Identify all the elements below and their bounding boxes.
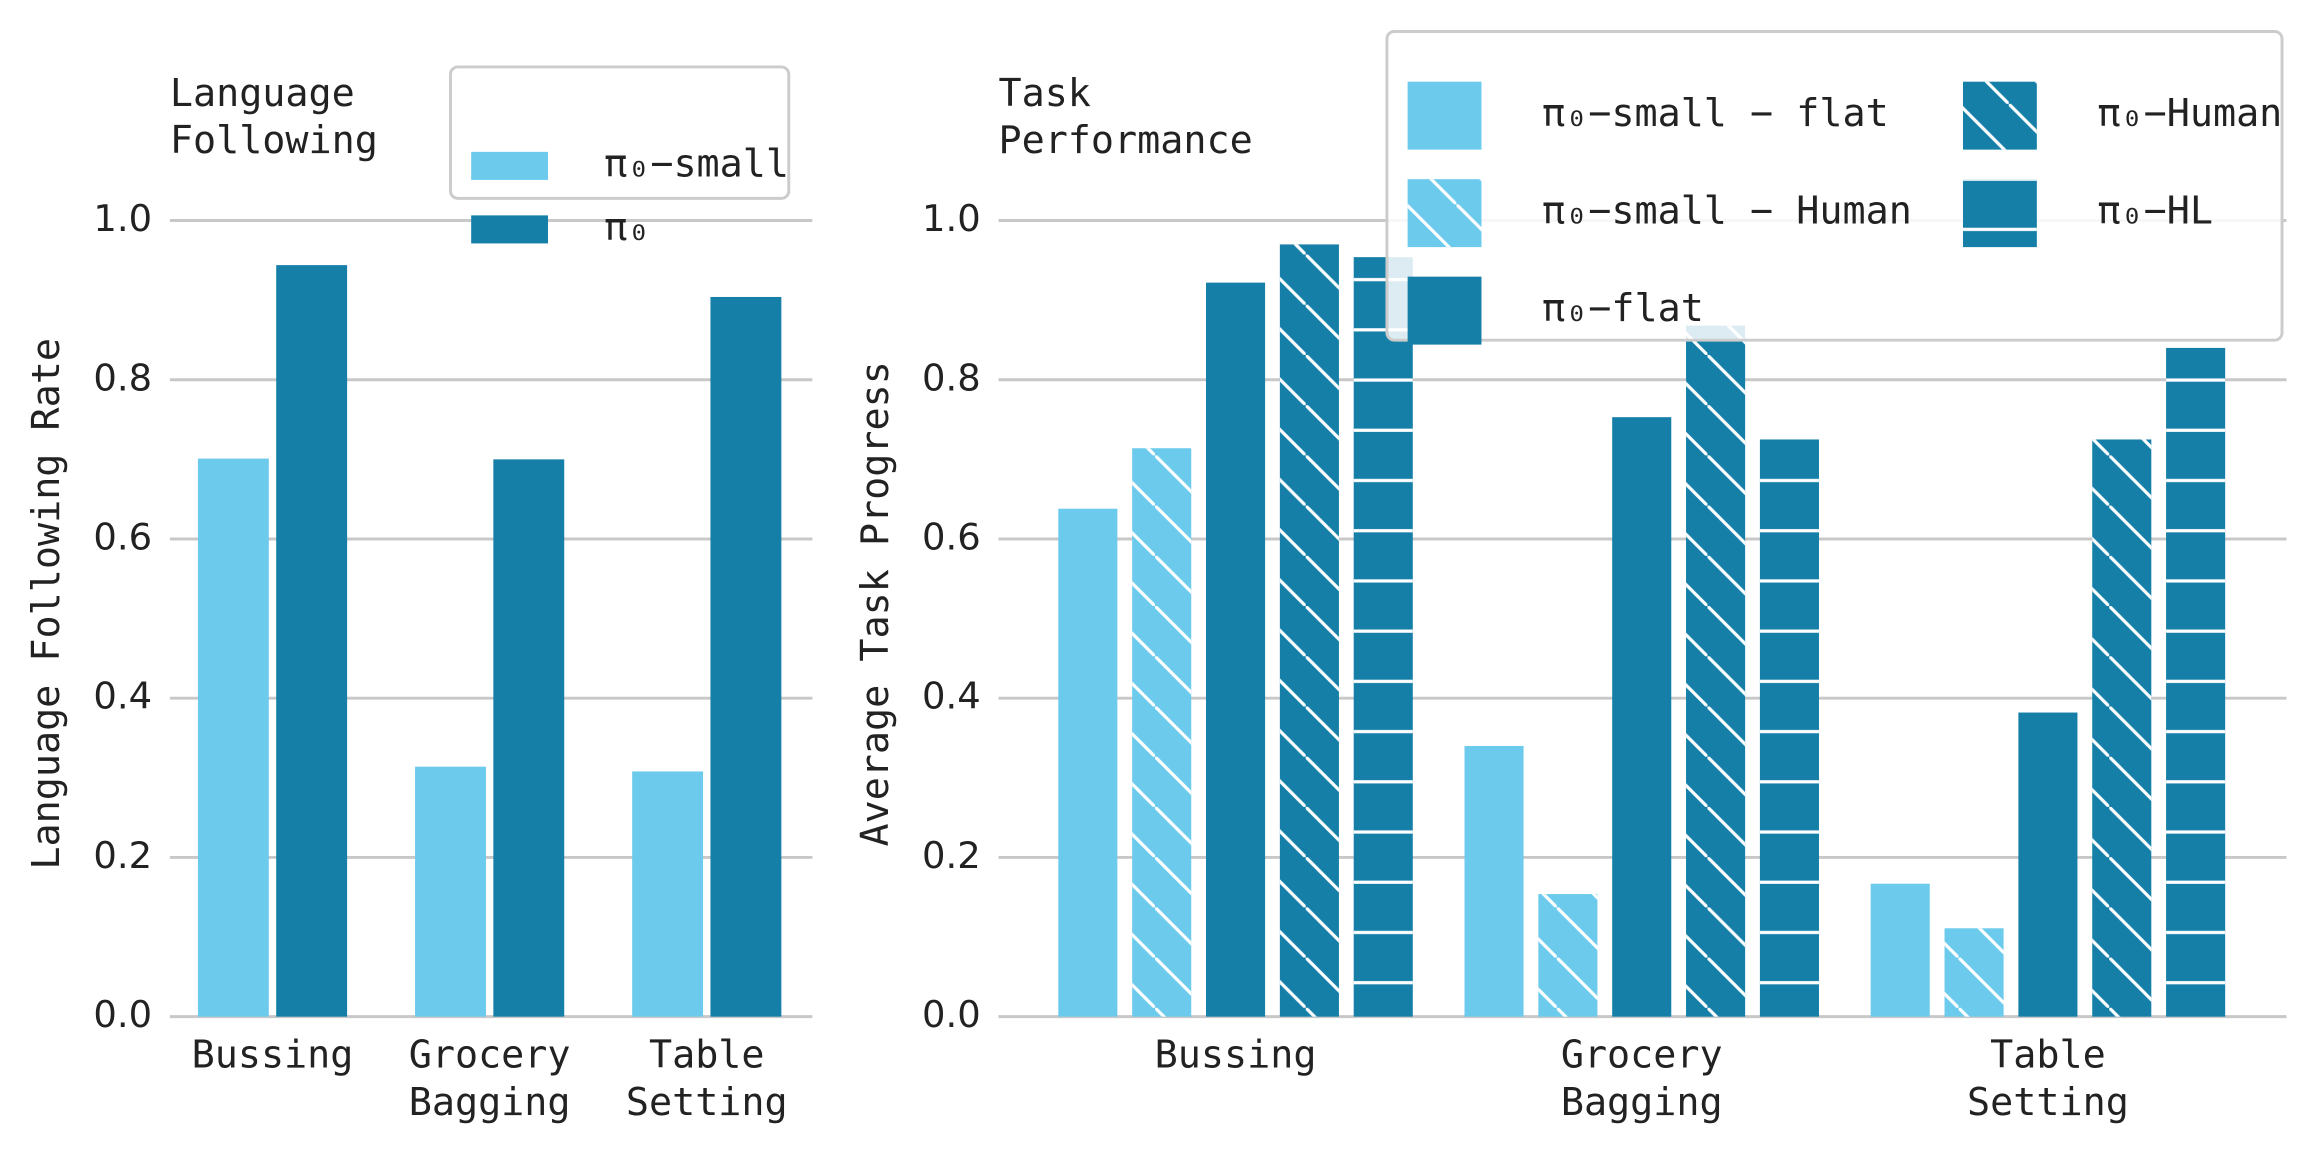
y-tick-label: 1.0 <box>922 197 981 240</box>
bar-hatch <box>1132 448 1192 1017</box>
bar <box>415 766 486 1017</box>
bar <box>197 458 269 1017</box>
bar <box>1612 417 1672 1017</box>
legend-label: π₀−small − flat <box>1542 91 1889 136</box>
y-tick-label: 0.6 <box>922 515 981 558</box>
x-tick-label: Bussing <box>1155 1032 1317 1077</box>
y-tick-label: 0.2 <box>93 834 152 877</box>
bar-hatch <box>1538 894 1598 1017</box>
bar <box>276 265 348 1017</box>
legend-swatch <box>471 215 548 244</box>
bar <box>710 296 782 1017</box>
y-tick-label: 0.8 <box>922 356 981 399</box>
bar-hatch <box>2092 439 2152 1017</box>
y-tick-label: 0.6 <box>93 515 152 558</box>
y-tick-label: 0.0 <box>922 993 981 1036</box>
bar <box>1870 883 1930 1017</box>
bar <box>632 771 704 1017</box>
bar <box>1206 282 1266 1017</box>
bar-hatch <box>1353 257 1413 1017</box>
legend-label: π₀−Human <box>2097 91 2282 136</box>
bar-hatch <box>1279 244 1339 1017</box>
bar-hatch <box>1944 928 2004 1017</box>
chart-title: Task Performance <box>998 70 1252 162</box>
bar <box>1058 508 1118 1017</box>
chart-title: Language Following <box>170 70 378 162</box>
legend-label: π₀−small − Human <box>1542 189 1912 234</box>
y-tick-label: 0.4 <box>922 675 981 718</box>
x-tick-label: Grocery Bagging <box>409 1032 571 1124</box>
legend-swatch <box>1407 276 1482 345</box>
bar <box>493 459 565 1017</box>
bar-hatch <box>1686 325 1746 1017</box>
legend-label: π₀−small <box>604 141 789 186</box>
legend-swatch <box>471 151 548 180</box>
legend-label: π₀−HL <box>2097 189 2213 234</box>
legend-swatch <box>1407 81 1482 150</box>
x-tick-label: Bussing <box>192 1032 354 1077</box>
y-axis-label: Language Following Rate <box>24 338 69 870</box>
y-tick-label: 0.4 <box>93 675 152 718</box>
y-tick-label: 1.0 <box>93 197 152 240</box>
legend-label: π₀−flat <box>1542 286 1704 331</box>
bar-hatch <box>2166 347 2226 1017</box>
x-tick-label: Grocery Bagging <box>1561 1032 1723 1124</box>
bar <box>2018 712 2078 1017</box>
x-tick-label: Table Setting <box>1967 1032 2129 1124</box>
x-tick-label: Table Setting <box>626 1032 788 1124</box>
y-tick-label: 0.2 <box>922 834 981 877</box>
legend-hatch <box>1962 81 2037 150</box>
legend-hatch <box>1407 179 1482 248</box>
legend-box <box>1385 29 2284 342</box>
y-tick-label: 0.0 <box>93 993 152 1036</box>
legend-label: π₀ <box>604 205 650 250</box>
legend-hatch <box>1962 179 2037 248</box>
bar-hatch <box>1759 439 1819 1017</box>
y-tick-label: 0.8 <box>93 356 152 399</box>
bar <box>1464 745 1524 1017</box>
y-axis-label: Average Task Progress <box>853 361 898 846</box>
